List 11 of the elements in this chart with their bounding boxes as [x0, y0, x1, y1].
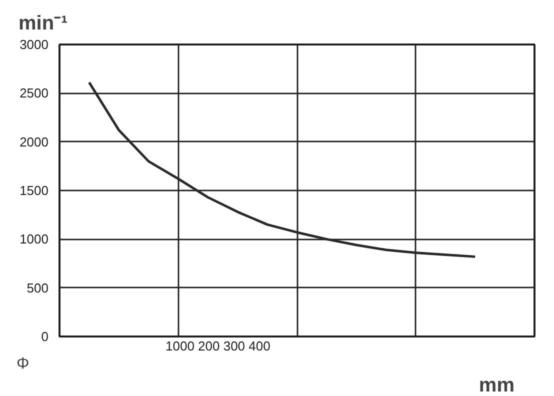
- y-tick-label: 2000: [20, 134, 48, 150]
- y-tick-label: 1000: [20, 232, 48, 247]
- y-tick-label: 3000: [20, 37, 48, 52]
- y-tick-label: 0: [41, 329, 49, 344]
- text: 1000 200 300 400: [166, 338, 270, 354]
- y-tick-label: 2500: [20, 86, 48, 101]
- y-tick-label: 1500: [20, 183, 48, 198]
- x-axis-title: mm: [478, 374, 515, 396]
- y-tick-label: 500: [26, 280, 49, 296]
- text: Φ: [16, 356, 30, 372]
- y-axis-title: min⁻¹: [18, 12, 68, 34]
